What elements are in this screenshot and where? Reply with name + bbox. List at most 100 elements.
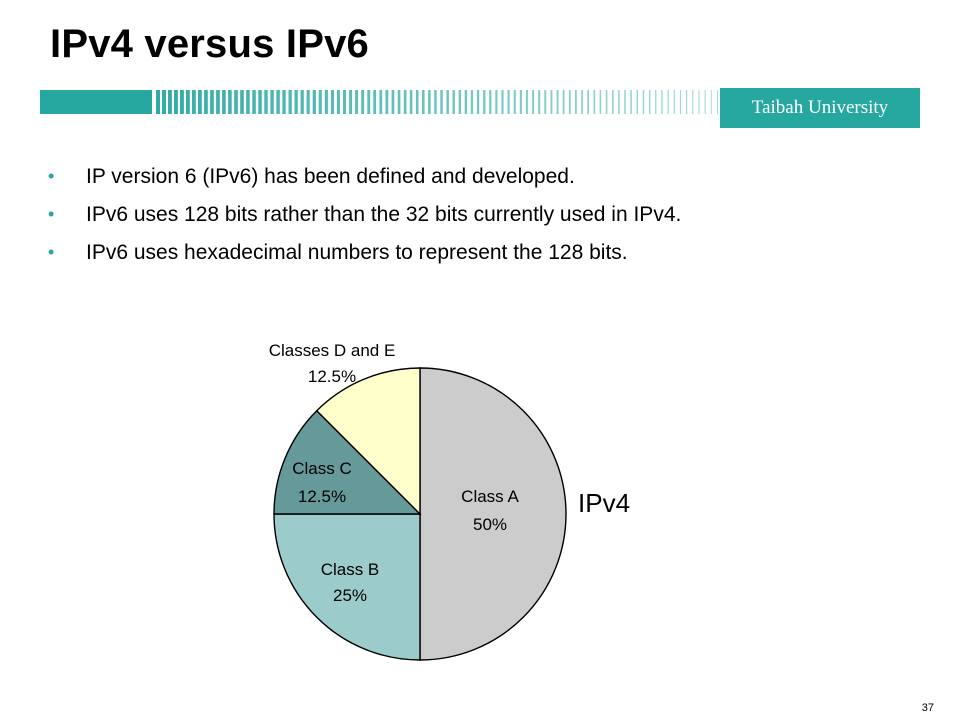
stripe-line: [630, 90, 632, 114]
stripe-line: [349, 90, 353, 114]
stripe-line: [501, 90, 504, 114]
stripe-line: [636, 90, 638, 114]
stripe-line: [324, 90, 328, 114]
stripe-line: [605, 90, 608, 114]
slice-label: Class C: [292, 459, 352, 478]
stripe-line: [624, 90, 626, 114]
slice-label: Class A: [461, 487, 519, 506]
stripe-line: [428, 90, 431, 114]
stripe-line: [556, 90, 559, 114]
stripe-line: [717, 90, 718, 114]
stripe-line: [367, 90, 371, 114]
bullet-text: IPv6 uses hexadecimal numbers to represe…: [86, 241, 628, 264]
stripe-line: [240, 90, 244, 114]
stripe-line: [458, 90, 461, 114]
stripe-line: [519, 90, 522, 114]
stripe-line: [246, 90, 250, 114]
stripe-line: [343, 90, 346, 114]
stripe-line: [270, 90, 274, 114]
stripe-line: [409, 90, 413, 114]
pie-slice: [273, 409, 422, 515]
stripe-line: [186, 90, 190, 114]
stripe-line: [562, 90, 565, 114]
stripe-line: [698, 90, 700, 114]
stripe-line: [581, 90, 583, 114]
stripe-line: [667, 90, 669, 114]
stripe-line: [686, 90, 688, 114]
stripe-line: [192, 90, 196, 114]
pie-slice: [315, 367, 421, 516]
stripe-line: [228, 90, 232, 114]
stripe-line: [507, 90, 510, 114]
bullet-marker: •: [48, 166, 55, 186]
stripe-line: [276, 90, 280, 114]
decorative-stripe: [40, 90, 718, 114]
bullet-item: • IP version 6 (IPv6) has been defined a…: [48, 158, 681, 196]
stripe-line: [180, 90, 184, 114]
stripe-line: [204, 90, 208, 114]
stripe-line: [495, 90, 498, 114]
stripe-line: [692, 90, 694, 114]
pie-slice: [273, 513, 421, 661]
slice-value-label: 50%: [473, 515, 507, 534]
stripe-line: [355, 90, 358, 114]
stripe-line: [162, 90, 166, 114]
stripe-line: [575, 90, 577, 114]
stripe-line: [361, 90, 365, 114]
stripe-line: [679, 90, 682, 114]
slice-value-label: 25%: [333, 586, 367, 605]
stripe-line: [156, 90, 160, 114]
stripe-line: [288, 90, 292, 114]
stripe-line: [544, 90, 547, 114]
stripe-line: [483, 90, 486, 114]
header-band: Taibah University: [40, 88, 920, 128]
stripe-line: [336, 90, 340, 114]
stripe-line: [452, 90, 455, 114]
stripe-line: [618, 90, 620, 114]
bullet-text: IPv6 uses 128 bits rather than the 32 bi…: [86, 203, 682, 226]
stripe-line: [397, 90, 401, 114]
stripe-line: [612, 90, 614, 114]
stripe-line: [513, 90, 516, 114]
stripe-line: [379, 90, 383, 114]
stripe-line: [422, 90, 425, 114]
stripe-line: [673, 90, 675, 114]
stripe-line: [234, 90, 238, 114]
bullet-marker: •: [48, 242, 55, 262]
stripe-line: [446, 90, 449, 114]
stripe-line: [489, 90, 492, 114]
stripe-line: [550, 90, 553, 114]
stripe-line: [525, 90, 528, 114]
stripe-line: [415, 90, 419, 114]
slice-value-label: 12.5%: [308, 367, 356, 386]
stripe-line: [470, 90, 474, 114]
stripe-line: [264, 90, 268, 114]
stripe-line: [661, 90, 663, 114]
stripe-line: [306, 90, 310, 114]
stripe-line: [174, 90, 178, 114]
stripe-line: [655, 90, 657, 114]
stripe-line: [258, 90, 262, 114]
stripe-line: [710, 90, 712, 114]
stripe-line: [168, 90, 172, 114]
stripe-line: [282, 90, 286, 114]
stripe-line: [532, 90, 535, 114]
pie-slice: [419, 367, 567, 661]
stripe-line: [593, 90, 596, 114]
stripe-line: [434, 90, 437, 114]
stripe-line: [312, 90, 316, 114]
stripe-line: [373, 90, 377, 114]
stripe-line: [440, 90, 443, 114]
stripe-line: [704, 90, 706, 114]
stripe-line: [318, 90, 322, 114]
bullet-list: • IP version 6 (IPv6) has been defined a…: [48, 158, 681, 272]
stripe-line: [198, 90, 202, 114]
bullet-marker: •: [48, 204, 55, 224]
stripe-line: [649, 90, 651, 114]
stripe-line: [568, 90, 571, 114]
chart-title: IPv4: [578, 488, 631, 518]
stripe-line: [222, 90, 226, 114]
bullet-item: • IPv6 uses hexadecimal numbers to repre…: [48, 234, 681, 272]
stripe-line: [294, 90, 298, 114]
